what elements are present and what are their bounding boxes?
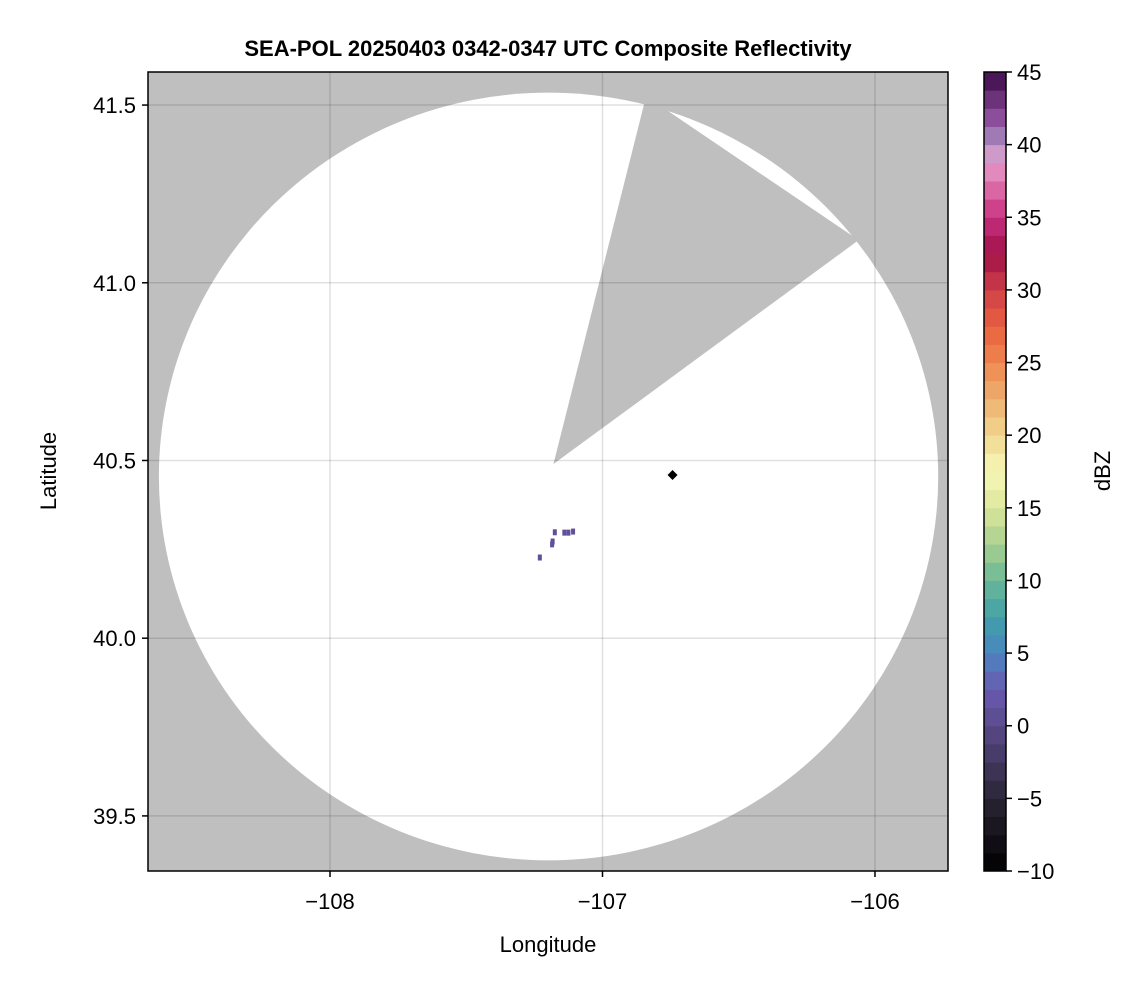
reflectivity-echo (566, 529, 571, 536)
colorbar-band (984, 344, 1006, 364)
colorbar-band (984, 525, 1006, 545)
colorbar-band (984, 108, 1006, 127)
colorbar-band (984, 144, 1006, 164)
colorbar-label: dBZ (1090, 451, 1115, 491)
blocked-sector (553, 96, 859, 465)
y-axis: 39.5 40.0 40.5 41.0 41.5 (93, 93, 148, 829)
y-tick-label: 41.5 (93, 93, 136, 118)
colorbar-band (984, 417, 1006, 436)
reflectivity-echo (571, 528, 576, 535)
colorbar: −10 −5 0 5 10 15 20 25 30 35 40 45 (983, 60, 1054, 884)
colorbar-tick-label: 15 (1017, 496, 1041, 521)
colorbar-band (984, 852, 1006, 872)
colorbar-tick-label: 25 (1017, 351, 1041, 376)
colorbar-band (984, 289, 1006, 309)
colorbar-band (984, 199, 1006, 218)
colorbar-tick-label: 20 (1017, 423, 1041, 448)
colorbar-band (984, 380, 1006, 400)
radar-coverage-area (158, 92, 939, 861)
colorbar-band (984, 598, 1006, 618)
colorbar-band (984, 834, 1006, 854)
plot-content (148, 72, 948, 871)
colorbar-band (984, 72, 1006, 91)
reflectivity-echo (537, 554, 542, 561)
colorbar-tick-label: 30 (1017, 278, 1041, 303)
radar-site-marker (667, 470, 678, 481)
x-tick-label: −108 (305, 889, 355, 914)
colorbar-band (984, 435, 1006, 454)
colorbar-band (984, 126, 1006, 146)
colorbar-band (984, 489, 1006, 509)
colorbar-band (984, 689, 1006, 709)
colorbar-band (984, 398, 1006, 418)
colorbar-tick-label: −5 (1017, 786, 1042, 811)
colorbar-band (984, 725, 1006, 745)
y-tick-label: 39.5 (93, 804, 136, 829)
colorbar-band (984, 707, 1006, 727)
x-axis: −108 −107 −106 (305, 871, 900, 914)
x-axis-label: Longitude (500, 932, 597, 957)
colorbar-band (984, 362, 1006, 382)
y-tick-label: 40.5 (93, 448, 136, 473)
colorbar-band (984, 162, 1006, 182)
x-tick-label: −106 (850, 889, 900, 914)
colorbar-band (984, 180, 1006, 200)
colorbar-tick-label: 40 (1017, 133, 1041, 158)
colorbar-band (984, 762, 1006, 781)
colorbar-band (984, 453, 1006, 472)
colorbar-band (984, 816, 1006, 836)
colorbar-band (984, 562, 1006, 581)
colorbar-band (984, 544, 1006, 563)
colorbar-tick-label: 5 (1017, 641, 1029, 666)
colorbar-band (984, 798, 1006, 818)
colorbar-band (984, 217, 1006, 236)
colorbar-band (984, 507, 1006, 527)
colorbar-band (984, 90, 1006, 109)
y-axis-label: Latitude (36, 432, 61, 510)
colorbar-tick-label: 10 (1017, 568, 1041, 593)
colorbar-band (984, 653, 1006, 672)
plot-frame (147, 71, 949, 872)
colorbar-band (984, 308, 1006, 327)
colorbar-band (984, 271, 1006, 291)
colorbar-tick-label: 35 (1017, 205, 1041, 230)
colorbar-band (984, 326, 1006, 345)
colorbar-tick-label: 0 (1017, 714, 1029, 739)
colorbar-band (984, 743, 1006, 763)
reflectivity-echo (552, 529, 557, 536)
colorbar-band (984, 235, 1006, 255)
colorbar-band (984, 671, 1006, 690)
colorbar-band (984, 253, 1006, 273)
x-tick-label: −107 (578, 889, 628, 914)
colorbar-band (984, 471, 1006, 491)
chart-title: SEA-POL 20250403 0342-0347 UTC Composite… (244, 36, 852, 61)
reflectivity-echo (550, 541, 555, 548)
colorbar-band (984, 616, 1006, 636)
colorbar-band (984, 780, 1006, 799)
colorbar-frame (983, 71, 1007, 872)
colorbar-band (984, 580, 1006, 600)
y-tick-label: 41.0 (93, 271, 136, 296)
colorbar-tick-label: 45 (1017, 60, 1041, 85)
reflectivity-echo (562, 529, 567, 536)
colorbar-band (984, 634, 1006, 654)
colorbar-tick-label: −10 (1017, 859, 1054, 884)
y-tick-label: 40.0 (93, 626, 136, 651)
plot-area (147, 71, 949, 872)
